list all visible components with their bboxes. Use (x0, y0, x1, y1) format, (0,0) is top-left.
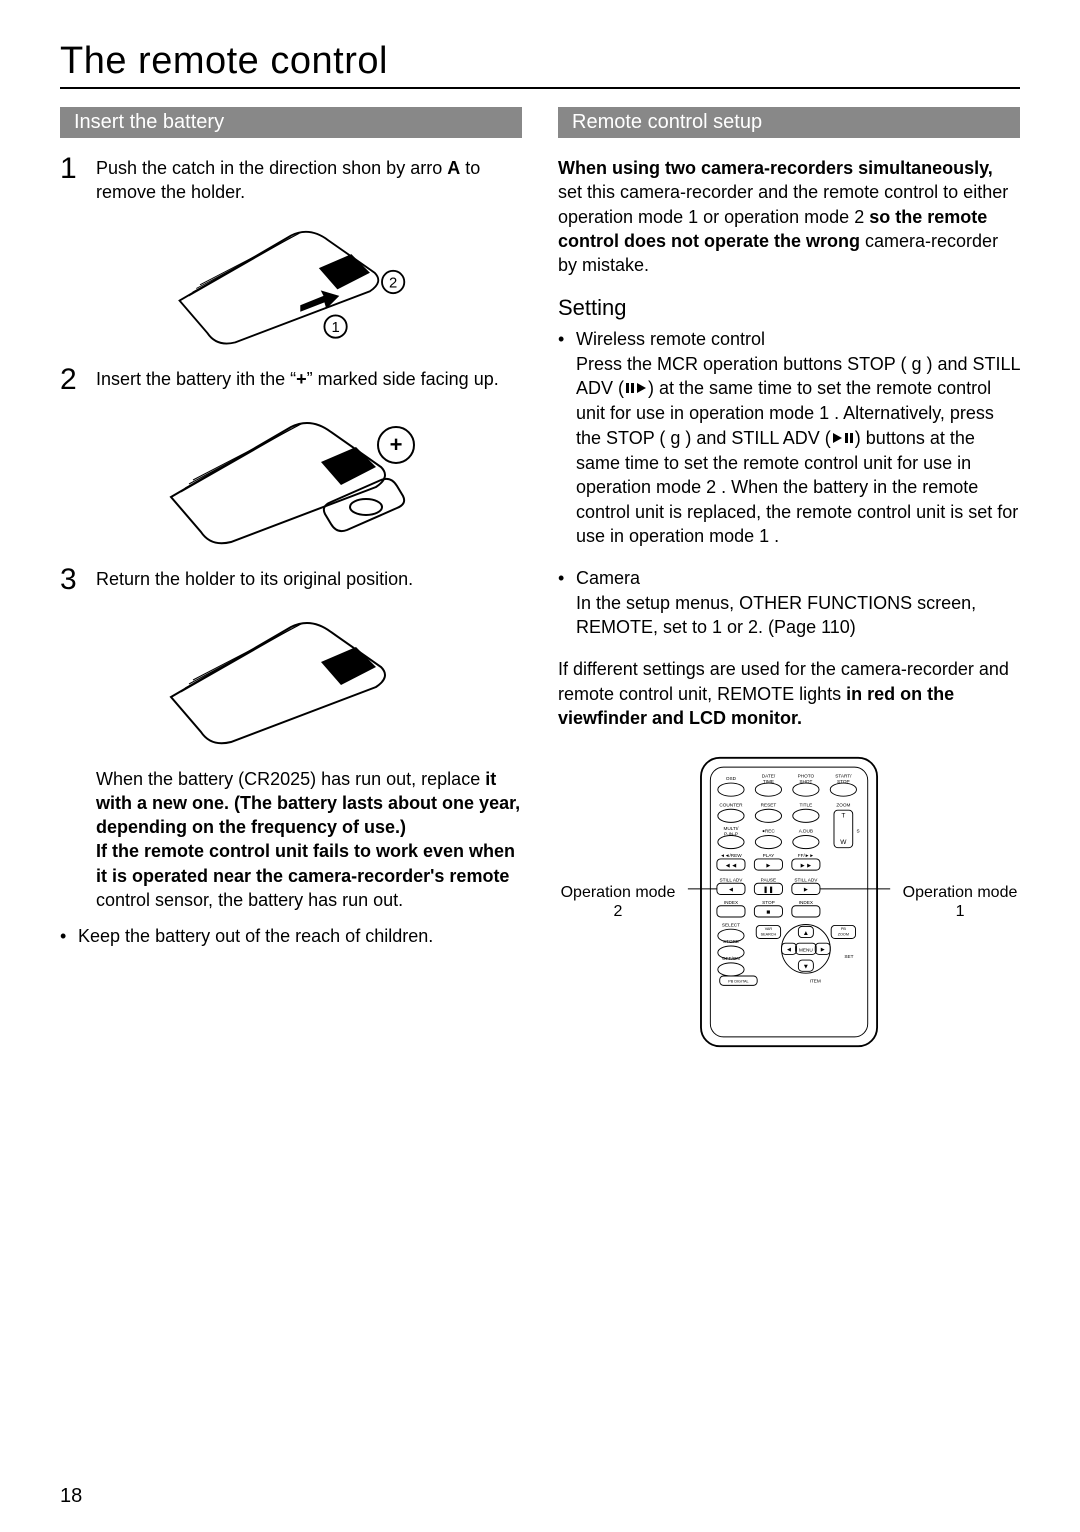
svg-text:ITEM: ITEM (810, 979, 821, 984)
setting-subheading: Setting (558, 295, 1020, 321)
setting-bullet: •CameraIn the setup menus, OTHER FUNCTIO… (558, 566, 1020, 639)
svg-text:RESET: RESET (761, 803, 777, 808)
svg-text:►: ► (819, 947, 825, 954)
remote-control-icon: OSDDATE/TIMEPHOTOSHOTSTART/STOPCOUNTERRE… (686, 742, 892, 1062)
step-number: 3 (60, 565, 96, 595)
remote-diagram: Operation mode 2 OSDDATE/TIMEPHOTOSHOTST… (558, 742, 1020, 1062)
right-column: Remote control setup When using two came… (558, 107, 1020, 1062)
bullet-dot-icon: • (558, 566, 576, 639)
page-number: 18 (60, 1485, 82, 1508)
step-1: 1Push the catch in the direction shon by… (60, 156, 522, 205)
bullet-dot-icon: • (558, 327, 576, 548)
svg-text:ZOOM: ZOOM (838, 933, 849, 937)
bullet-text: Press the MCR operation buttons STOP ( g… (576, 352, 1020, 549)
right-intro: When using two camera-recorders simultan… (558, 156, 1020, 277)
svg-text:MENU: MENU (799, 948, 813, 953)
svg-text:SEARCH: SEARCH (761, 933, 777, 937)
svg-text:START/: START/ (835, 774, 852, 779)
svg-text:◄◄/REW: ◄◄/REW (720, 853, 742, 858)
bullet-title: Wireless remote control (576, 327, 1020, 351)
page: The remote control Insert the battery 1P… (0, 0, 1080, 1122)
step-2: 2Insert the battery ith the “+” marked s… (60, 367, 522, 395)
svg-text:◄◄: ◄◄ (724, 862, 737, 869)
left-steps: 1Push the catch in the direction shon by… (60, 156, 522, 747)
step-1-illustration: 12 (151, 217, 431, 347)
mode1-text: Operation mode 1 (903, 884, 1018, 920)
keep-out-bullet: • Keep the battery out of the reach of c… (60, 924, 522, 948)
left-column: Insert the battery 1Push the catch in th… (60, 107, 522, 1062)
setting-bullet: •Wireless remote controlPress the MCR op… (558, 327, 1020, 548)
svg-text:STORE: STORE (723, 939, 739, 944)
right-section-header: Remote control setup (558, 107, 1020, 138)
step-text: Insert the battery ith the “+” marked si… (96, 367, 499, 391)
step-left-pause-icon (831, 427, 855, 451)
svg-text:MULTI/: MULTI/ (723, 826, 739, 831)
svg-text:◄: ◄ (786, 947, 792, 954)
mode2-text: Operation mode 2 (561, 884, 676, 920)
svg-text:W: W (840, 839, 847, 846)
svg-text:S: S (856, 829, 859, 834)
svg-text:PB DIGITAL: PB DIGITAL (728, 980, 748, 984)
svg-text:STOP: STOP (762, 900, 775, 905)
bullet-text: In the setup menus, OTHER FUNCTIONS scre… (576, 591, 1020, 640)
svg-text:OFF/ON: OFF/ON (722, 956, 740, 961)
svg-text:INDEX: INDEX (799, 900, 814, 905)
svg-text:■: ■ (766, 909, 770, 916)
svg-text:►►: ►► (799, 862, 812, 869)
svg-text:T: T (841, 813, 845, 820)
svg-text:+: + (390, 432, 403, 457)
svg-text:SELECT: SELECT (722, 922, 740, 927)
step-3: 3Return the holder to its original posit… (60, 567, 522, 595)
svg-text:INDEX: INDEX (724, 900, 739, 905)
step-text: Return the holder to its original positi… (96, 567, 413, 591)
svg-text:►: ► (803, 887, 809, 894)
svg-text:SET: SET (844, 954, 853, 959)
svg-text:COUNTER: COUNTER (719, 803, 743, 808)
battery-note: When the battery (CR2025) has run out, r… (96, 767, 522, 913)
svg-text:●REC: ●REC (762, 829, 775, 834)
svg-text:PB: PB (841, 927, 846, 931)
mode2-label: Operation mode 2 (558, 883, 678, 921)
svg-text:▲: ▲ (803, 930, 809, 937)
pause-step-right-icon (624, 377, 648, 401)
svg-text:OSD: OSD (726, 776, 737, 781)
svg-text:VAR: VAR (765, 927, 773, 931)
svg-text:2: 2 (389, 275, 397, 291)
svg-text:❚❚: ❚❚ (763, 886, 774, 894)
svg-text:PAUSE: PAUSE (761, 878, 777, 883)
step-3-illustration (151, 607, 431, 747)
svg-text:ZOOM: ZOOM (836, 803, 850, 808)
step-number: 1 (60, 154, 96, 184)
bullet-body: CameraIn the setup menus, OTHER FUNCTION… (576, 566, 1020, 639)
svg-text:►: ► (765, 862, 771, 869)
keep-out-text: Keep the battery out of the reach of chi… (78, 924, 522, 948)
bullet-body: Wireless remote controlPress the MCR ope… (576, 327, 1020, 548)
mode1-label: Operation mode 1 (900, 883, 1020, 921)
setting-bullets: •Wireless remote controlPress the MCR op… (558, 327, 1020, 639)
step-number: 2 (60, 365, 96, 395)
svg-text:1: 1 (331, 320, 339, 336)
svg-text:DATE/: DATE/ (762, 774, 776, 779)
svg-text:◄: ◄ (728, 887, 734, 894)
columns: Insert the battery 1Push the catch in th… (60, 107, 1020, 1062)
svg-text:STILL ADV: STILL ADV (719, 878, 743, 883)
bullet-dot-icon: • (60, 924, 78, 948)
left-section-header: Insert the battery (60, 107, 522, 138)
svg-text:TITLE: TITLE (799, 803, 812, 808)
svg-text:STILL ADV: STILL ADV (794, 878, 818, 883)
svg-text:FF/►►: FF/►► (798, 853, 814, 858)
step-2-illustration: + (151, 407, 431, 547)
svg-text:PHOTO: PHOTO (798, 774, 815, 779)
bullet-title: Camera (576, 566, 1020, 590)
page-title: The remote control (60, 40, 1020, 89)
svg-text:PLAY: PLAY (763, 853, 775, 858)
svg-text:A.DUB: A.DUB (799, 829, 813, 834)
step-text: Push the catch in the direction shon by … (96, 156, 522, 205)
svg-text:▼: ▼ (803, 964, 809, 971)
after-note: If different settings are used for the c… (558, 657, 1020, 730)
